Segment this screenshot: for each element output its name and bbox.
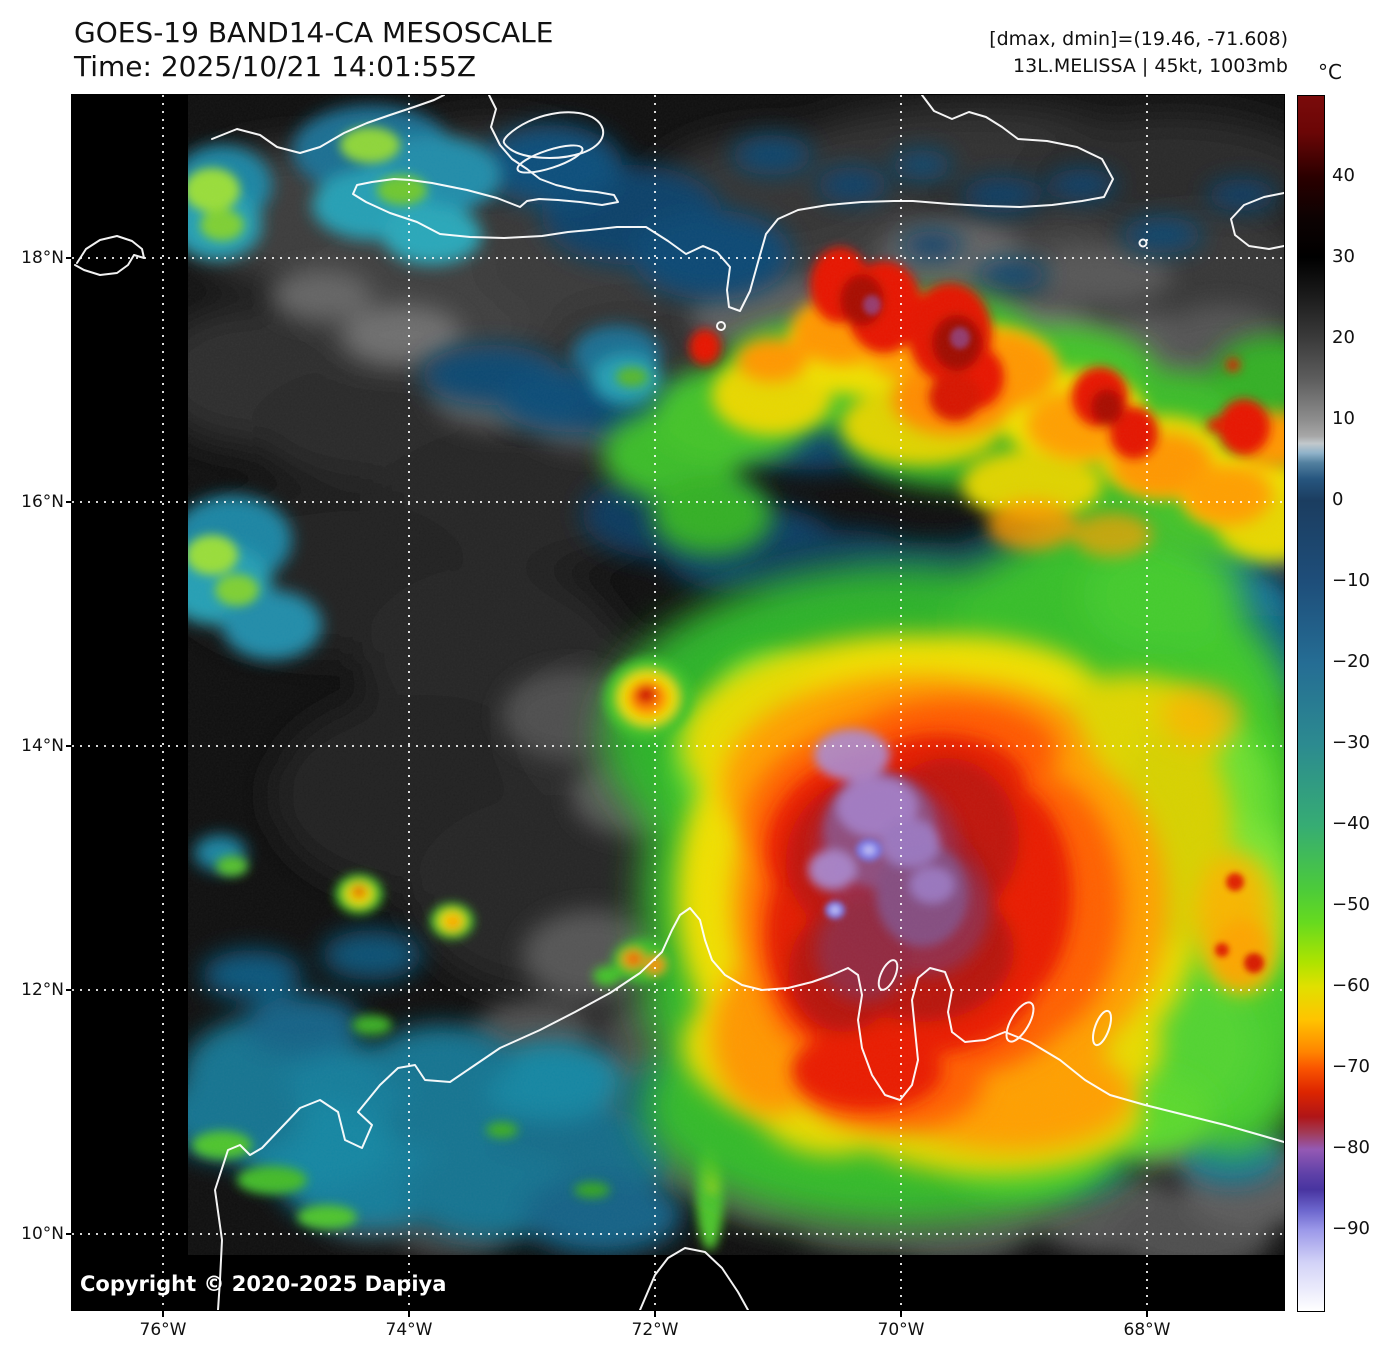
coastline-mona-island: [1138, 238, 1148, 248]
storm-annotation: 13L.MELISSA | 45kt, 1003mb: [1013, 55, 1288, 77]
lon-tick-76w: 76°W: [139, 1320, 187, 1340]
colorbar-tick-m20: −20: [1332, 651, 1370, 672]
coastline-cuba-bay: [502, 111, 605, 159]
axis-tick: [66, 989, 72, 991]
timestamp: Time: 2025/10/21 14:01:55Z: [74, 50, 477, 83]
colorbar-tick-40: 40: [1332, 165, 1355, 186]
colorbar-tick-10: 10: [1332, 408, 1355, 429]
colorbar-tick-m30: −30: [1332, 732, 1370, 753]
coastline-gonave-island: [516, 144, 584, 174]
no-data-left-band: [72, 95, 188, 1310]
lat-tick-18n: 18°N: [21, 248, 64, 268]
axis-tick: [162, 1311, 164, 1317]
dmax-dmin-annotation: [dmax, dmin]=(19.46, -71.608): [989, 28, 1288, 50]
no-data-bottom-band: [72, 1255, 1284, 1310]
colorbar-tick-0: 0: [1332, 489, 1344, 510]
coastline-andes-inlet: [639, 1247, 749, 1310]
colorbar-tick-m40: −40: [1332, 813, 1370, 834]
satellite-map: [71, 94, 1285, 1311]
satellite-data-layer: [188, 95, 1284, 1255]
lat-tick-12n: 12°N: [21, 980, 64, 1000]
colorbar-tick-m10: −10: [1332, 570, 1370, 591]
colorbar-tick-20: 20: [1332, 327, 1355, 348]
lat-tick-14n: 14°N: [21, 736, 64, 756]
axis-tick: [408, 1311, 410, 1317]
pixel-grain-texture: [188, 95, 1284, 1255]
lon-tick-72w: 72°W: [631, 1320, 679, 1340]
coastline-cuba: [211, 95, 445, 154]
axis-tick: [66, 745, 72, 747]
colorbar-tick-m80: −80: [1332, 1137, 1370, 1158]
colorbar-tick-m90: −90: [1332, 1218, 1370, 1239]
colorbar-tick-30: 30: [1332, 246, 1355, 267]
coastline-puerto-rico: [1230, 192, 1284, 250]
coastline-hispaniola: [352, 95, 1114, 312]
lon-tick-74w: 74°W: [385, 1320, 433, 1340]
colorbar-unit-label: °C: [1318, 60, 1342, 84]
lon-tick-68w: 68°W: [1123, 1320, 1171, 1340]
coastline-south-america: [214, 907, 1284, 1310]
coastline-curacao: [1005, 1001, 1035, 1043]
axis-tick: [1146, 1311, 1148, 1317]
temperature-colorbar: [1297, 95, 1325, 1312]
colorbar-tick-m70: −70: [1332, 1056, 1370, 1077]
lat-tick-16n: 16°N: [21, 492, 64, 512]
coastline-bonaire: [1091, 1009, 1113, 1047]
coastline-beata-island: [716, 321, 726, 331]
lat-lon-grid: [72, 95, 1284, 1310]
axis-tick: [900, 1311, 902, 1317]
axis-tick: [66, 257, 72, 259]
colorbar-tick-m60: −60: [1332, 975, 1370, 996]
axis-tick: [66, 501, 72, 503]
copyright-watermark: Copyright © 2020-2025 Dapiya: [80, 1272, 447, 1296]
axis-tick: [654, 1311, 656, 1317]
colorbar-tick-m50: −50: [1332, 894, 1370, 915]
axis-tick: [66, 1233, 72, 1235]
lon-tick-70w: 70°W: [877, 1320, 925, 1340]
page-title: GOES-19 BAND14-CA MESOSCALE: [74, 16, 554, 49]
lat-tick-10n: 10°N: [21, 1224, 64, 1244]
